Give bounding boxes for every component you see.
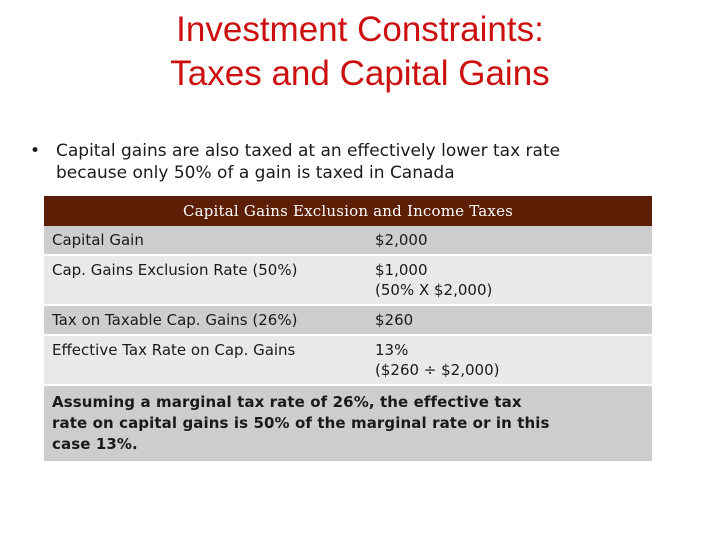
row-value-line-1: $1,000 bbox=[375, 261, 428, 279]
row-label: Cap. Gains Exclusion Rate (50%) bbox=[52, 261, 298, 279]
table-note-line-2: rate on capital gains is 50% of the marg… bbox=[52, 414, 550, 432]
table-row-exclusion-rate: Cap. Gains Exclusion Rate (50%) $1,000 (… bbox=[44, 256, 652, 306]
table-row-effective-rate: Effective Tax Rate on Cap. Gains 13% ($2… bbox=[44, 336, 652, 386]
table-note-line-1: Assuming a marginal tax rate of 26%, the… bbox=[52, 393, 522, 411]
table-header: Capital Gains Exclusion and Income Taxes bbox=[44, 196, 652, 226]
row-value: $260 bbox=[369, 306, 652, 334]
slide-title-line-1: Investment Constraints: bbox=[176, 10, 544, 49]
bullet-text-line-2: because only 50% of a gain is taxed in C… bbox=[56, 163, 455, 183]
bullet-point: • Capital gains are also taxed at an eff… bbox=[30, 140, 690, 184]
row-label: Capital Gain bbox=[52, 231, 144, 249]
bullet-dot-icon: • bbox=[30, 141, 41, 161]
row-value: 13% ($260 ÷ $2,000) bbox=[369, 336, 652, 384]
row-value-line-2: ($260 ÷ $2,000) bbox=[375, 361, 500, 379]
slide-title-line-2: Taxes and Capital Gains bbox=[170, 54, 550, 93]
row-label: Effective Tax Rate on Cap. Gains bbox=[52, 341, 296, 359]
bullet-text: Capital gains are also taxed at an effec… bbox=[56, 140, 690, 184]
slide-title: Investment Constraints: Taxes and Capita… bbox=[0, 8, 720, 96]
row-value-line-1: 13% bbox=[375, 341, 409, 359]
bullet-text-line-1: Capital gains are also taxed at an effec… bbox=[56, 141, 561, 161]
row-value-line-1: $260 bbox=[375, 311, 414, 329]
row-value-line-1: $2,000 bbox=[375, 231, 428, 249]
capital-gains-table: Capital Gains Exclusion and Income Taxes… bbox=[44, 196, 652, 461]
table-row-capital-gain: Capital Gain $2,000 bbox=[44, 226, 652, 256]
table-note: Assuming a marginal tax rate of 26%, the… bbox=[44, 386, 652, 461]
row-value: $1,000 (50% X $2,000) bbox=[369, 256, 652, 304]
row-label: Tax on Taxable Cap. Gains (26%) bbox=[52, 311, 298, 329]
row-value-line-2: (50% X $2,000) bbox=[375, 281, 493, 299]
table-row-tax-on-gains: Tax on Taxable Cap. Gains (26%) $260 bbox=[44, 306, 652, 336]
row-value: $2,000 bbox=[369, 226, 652, 254]
table-note-line-3: case 13%. bbox=[52, 435, 138, 453]
